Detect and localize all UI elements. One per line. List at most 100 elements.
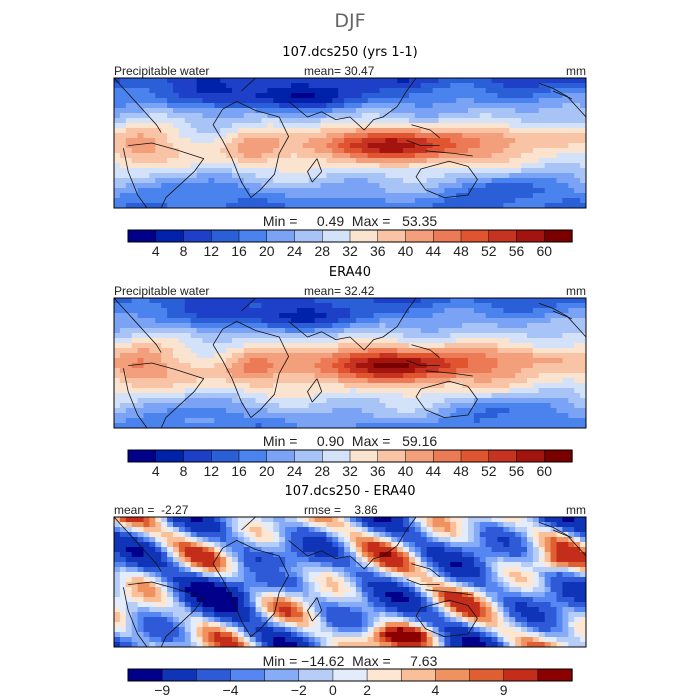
- field-cell: [568, 388, 575, 394]
- field-cell: [485, 98, 493, 104]
- field-cell: [237, 557, 245, 563]
- field-cell: [332, 173, 339, 179]
- field-cell: [137, 557, 145, 563]
- field-cell: [273, 358, 280, 364]
- field-cell: [202, 88, 209, 94]
- field-cell: [338, 128, 345, 134]
- field-cell: [456, 522, 463, 528]
- field-cell: [355, 388, 363, 394]
- field-cell: [509, 418, 516, 424]
- field-cell: [568, 542, 575, 548]
- field-cell: [485, 353, 493, 359]
- field-cell: [373, 168, 381, 174]
- field-cell: [491, 423, 499, 428]
- field-cell: [409, 532, 416, 538]
- field-cell: [202, 318, 209, 324]
- field-cell: [114, 103, 121, 109]
- field-cell: [521, 547, 528, 553]
- field-cell: [255, 98, 263, 104]
- field-cell: [562, 308, 569, 314]
- field-cell: [279, 123, 286, 129]
- field-cell: [350, 113, 357, 119]
- field-cell: [409, 203, 416, 208]
- field-cell: [385, 93, 392, 99]
- field-cell: [574, 358, 581, 364]
- field-cell: [214, 88, 221, 94]
- field-cell: [355, 363, 363, 369]
- field-cell: [314, 83, 322, 89]
- field-cell: [332, 193, 339, 199]
- field-cell: [350, 333, 357, 339]
- field-cell: [267, 413, 274, 419]
- field-cell: [344, 423, 351, 428]
- field-cell: [273, 413, 280, 419]
- field-cell: [296, 423, 304, 428]
- field-cell: [361, 373, 369, 379]
- field-cell: [544, 308, 552, 314]
- field-cell: [291, 158, 298, 164]
- field-cell: [355, 547, 363, 553]
- field-cell: [202, 403, 209, 409]
- field-cell: [515, 383, 522, 389]
- field-cell: [385, 158, 392, 164]
- field-cell: [385, 163, 392, 169]
- field-cell: [220, 343, 227, 349]
- field-cell: [326, 547, 333, 553]
- field-cell: [314, 328, 322, 334]
- field-cell: [326, 78, 333, 84]
- field-cell: [338, 398, 345, 404]
- field-cell: [355, 418, 363, 424]
- field-cell: [385, 328, 392, 334]
- field-cell: [509, 188, 516, 194]
- field-cell: [509, 78, 516, 84]
- field-cell: [184, 403, 192, 409]
- field-cell: [355, 183, 363, 189]
- field-cell: [214, 338, 221, 344]
- field-cell: [527, 118, 534, 124]
- field-cell: [414, 373, 422, 379]
- field-cell: [155, 358, 162, 364]
- field-cell: [515, 168, 522, 174]
- field-cell: [355, 88, 363, 94]
- field-cell: [149, 113, 156, 119]
- field-cell: [568, 133, 575, 139]
- field-cell: [302, 318, 310, 324]
- field-cell: [497, 408, 504, 414]
- field-cell: [178, 108, 186, 114]
- field-cell: [332, 338, 339, 344]
- field-cell: [355, 328, 363, 334]
- field-cell: [296, 123, 304, 129]
- field-cell: [538, 98, 546, 104]
- field-cell: [462, 413, 469, 419]
- field-cell: [456, 423, 463, 428]
- field-cell: [355, 368, 363, 374]
- field-cell: [350, 133, 357, 139]
- field-cell: [114, 358, 121, 364]
- field-cell: [178, 318, 186, 324]
- field-cell: [491, 408, 499, 414]
- field-cell: [580, 178, 586, 184]
- field-cell: [255, 358, 263, 364]
- field-cell: [379, 308, 386, 314]
- field-cell: [190, 547, 198, 553]
- field-cell: [338, 163, 345, 169]
- field-cell: [249, 183, 257, 189]
- field-cell: [574, 542, 581, 548]
- field-cell: [373, 378, 381, 384]
- field-cell: [538, 128, 546, 134]
- field-cell: [173, 557, 180, 563]
- field-cell: [367, 527, 375, 533]
- field-cell: [214, 368, 221, 374]
- field-cell: [562, 413, 569, 419]
- field-cell: [479, 547, 487, 553]
- coastline: [128, 362, 205, 428]
- field-cell: [491, 557, 499, 563]
- field-cell: [149, 517, 156, 523]
- field-cell: [350, 138, 357, 144]
- field-cell: [420, 88, 428, 94]
- field-cell: [409, 128, 416, 134]
- field-cell: [243, 328, 251, 334]
- field-cell: [509, 143, 516, 149]
- field-cell: [532, 83, 540, 89]
- field-cell: [503, 128, 510, 134]
